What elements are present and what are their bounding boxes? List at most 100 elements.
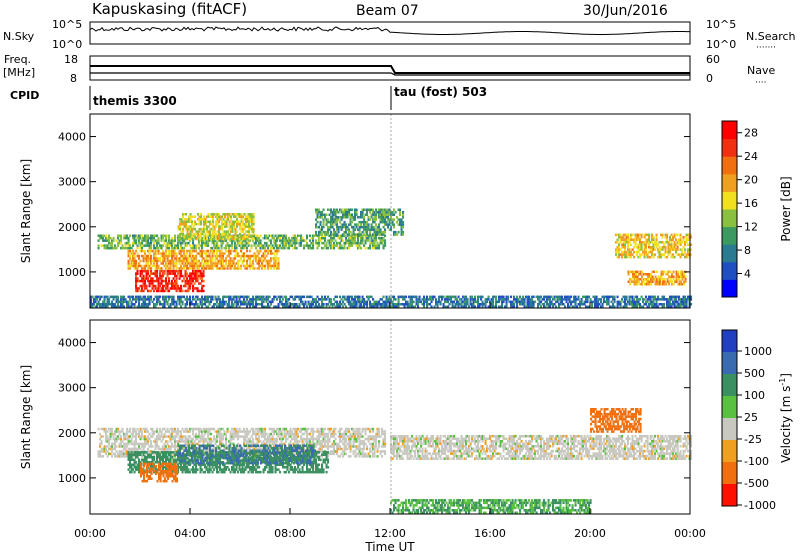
range-gate-cell: [676, 241, 679, 244]
range-gate-cell: [139, 435, 142, 438]
range-gate-cell: [273, 236, 276, 240]
range-gate-cell: [207, 244, 210, 247]
range-gate-cell: [169, 445, 172, 448]
range-gate-cell: [613, 305, 616, 308]
range-gate-cell: [633, 238, 636, 241]
range-gate-cell: [199, 239, 202, 242]
range-gate-cell: [348, 239, 351, 242]
range-gate-cell: [516, 298, 519, 301]
range-gate-cell: [204, 244, 207, 247]
range-gate-cell: [198, 259, 201, 263]
range-gate-cell: [126, 430, 129, 433]
range-gate-cell: [229, 262, 232, 265]
range-gate-cell: [226, 241, 229, 245]
range-gate-cell: [160, 246, 163, 250]
range-gate-cell: [678, 278, 681, 281]
range-gate-cell: [208, 264, 211, 268]
range-gate-cell: [124, 445, 127, 448]
range-gate-cell: [100, 435, 103, 438]
range-gate-cell: [189, 237, 192, 241]
range-gate-cell: [220, 259, 223, 263]
range-gate-cell: [361, 216, 364, 219]
range-gate-cell: [414, 305, 417, 308]
range-gate-cell: [196, 298, 199, 301]
range-gate-cell: [102, 427, 105, 431]
range-gate-cell: [225, 300, 228, 304]
range-gate-cell: [399, 213, 402, 216]
range-gate-cell: [270, 300, 273, 304]
range-gate-cell: [352, 300, 355, 304]
range-gate-cell: [200, 215, 203, 218]
range-gate-cell: [114, 432, 117, 436]
range-gate-cell: [235, 435, 238, 438]
range-gate-cell: [138, 300, 141, 304]
range-gate-cell: [202, 437, 205, 441]
range-gate-cell: [677, 283, 680, 286]
range-gate-cell: [232, 427, 235, 431]
range-gate-cell: [268, 244, 271, 247]
range-gate-cell: [103, 234, 106, 237]
range-gate-cell: [319, 223, 322, 226]
range-gate-cell: [216, 432, 219, 436]
range-gate-cell: [194, 223, 197, 226]
range-gate-cell: [454, 295, 457, 299]
range-gate-cell: [652, 236, 655, 239]
range-gate-cell: [225, 440, 228, 443]
range-gate-cell: [265, 259, 268, 263]
range-gate-cell: [234, 213, 237, 216]
range-gate-cell: [682, 298, 685, 301]
range-gate-cell: [621, 236, 624, 239]
range-gate-cell: [556, 295, 559, 299]
y-tick-label: 4000: [58, 131, 86, 144]
range-gate-cell: [231, 298, 234, 301]
range-gate-cell: [145, 244, 148, 247]
range-gate-cell: [120, 298, 123, 301]
range-gate-cell: [252, 437, 255, 441]
range-gate-cell: [166, 262, 169, 265]
range-gate-cell: [346, 295, 349, 299]
range-gate-cell: [601, 295, 604, 299]
range-gate-cell: [207, 305, 210, 308]
range-gate-cell: [180, 435, 183, 438]
range-gate-cell: [165, 295, 168, 299]
range-gate-cell: [183, 225, 186, 228]
range-gate-cell: [253, 430, 256, 433]
range-gate-cell: [207, 427, 210, 431]
range-gate-cell: [331, 225, 334, 229]
range-gate-cell: [249, 220, 252, 223]
range-gate-cell: [655, 298, 658, 301]
range-gate-cell: [196, 435, 199, 438]
range-gate-cell: [313, 305, 316, 308]
range-gate-cell: [652, 303, 655, 306]
range-gate-cell: [105, 234, 108, 237]
range-gate-cell: [207, 215, 210, 218]
range-gate-cell: [274, 259, 277, 263]
range-gate-cell: [144, 298, 147, 301]
range-gate-cell: [650, 278, 653, 281]
range-gate-cell: [225, 235, 228, 238]
range-gate-cell: [288, 239, 291, 242]
range-gate-cell: [139, 442, 142, 446]
range-gate-cell: [375, 223, 378, 226]
range-gate-cell: [227, 213, 230, 216]
range-gate-cell: [370, 234, 373, 237]
range-gate-cell: [175, 300, 178, 304]
range-gate-cell: [159, 435, 162, 438]
range-gate-cell: [159, 274, 162, 278]
range-gate-cell: [109, 437, 112, 441]
range-gate-cell: [345, 236, 348, 240]
range-gate-cell: [666, 298, 669, 301]
range-gate-cell: [277, 259, 280, 263]
range-gate-cell: [576, 305, 579, 308]
range-gate-cell: [165, 249, 168, 253]
range-gate-cell: [219, 432, 222, 436]
range-gate-cell: [208, 254, 211, 258]
range-gate-cell: [366, 230, 369, 234]
range-gate-cell: [151, 435, 154, 438]
range-gate-cell: [352, 233, 355, 236]
range-gate-cell: [141, 234, 144, 237]
range-gate-cell: [255, 447, 258, 451]
range-gate-cell: [154, 269, 157, 273]
range-gate-cell: [204, 437, 207, 441]
range-gate-cell: [333, 213, 336, 216]
